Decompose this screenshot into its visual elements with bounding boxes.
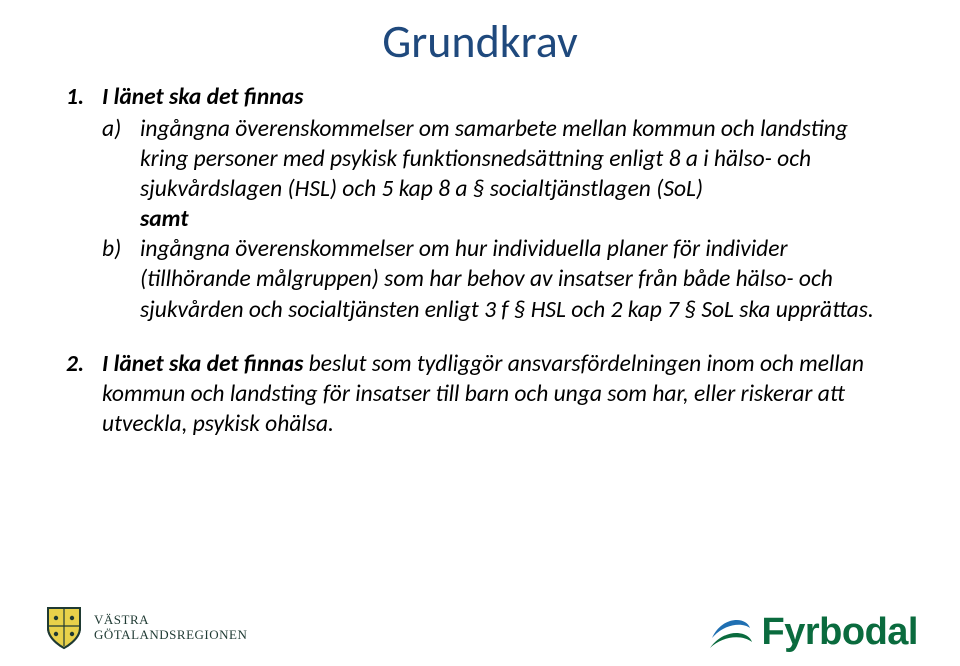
list-item-1: 1. I länet ska det finnas a) ingångna öv… [66,82,896,325]
sub-letter: a) [102,114,140,144]
slide: Grundkrav 1. I länet ska det finnas a) i… [0,0,960,666]
vgr-line1: VÄSTRA [94,613,247,628]
samt-label: samt [140,205,189,233]
list-item-2: 2. I länet ska det finnas beslut som tyd… [66,349,896,439]
item-lead: I länet ska det finnas [102,350,303,378]
sub-text: ingångna överenskommelser om samarbete m… [140,114,896,234]
fyrbodal-logo: Fyrbodal [706,608,918,656]
vgr-text: VÄSTRA GÖTALANDSREGIONEN [94,613,247,643]
sub-text-b: ingångna överenskommelser om hur individ… [140,234,896,324]
sub-item-a: a) ingångna överenskommelser om samarbet… [102,114,896,234]
sub-item-b: b) ingångna överenskommelser om hur indi… [102,234,896,324]
item-lead: I länet ska det finnas [102,83,303,111]
sub-letter: b) [102,234,140,264]
vgr-crest-icon [44,604,84,652]
sub-text-a: ingångna överenskommelser om samarbete m… [140,115,848,203]
item-number: 2. [66,349,102,379]
body-text: 1. I länet ska det finnas a) ingångna öv… [66,82,896,439]
sub-list: a) ingångna överenskommelser om samarbet… [102,114,896,325]
vgr-logo: VÄSTRA GÖTALANDSREGIONEN [44,604,247,652]
vgr-line2: GÖTALANDSREGIONEN [94,628,247,643]
slide-title: Grundkrav [0,14,960,70]
fyrbodal-text: Fyrbodal [762,611,918,654]
logo-bar: VÄSTRA GÖTALANDSREGIONEN Fyrbodal [0,588,960,666]
fyrbodal-swoosh-icon [706,608,754,656]
item-number: 1. [66,82,102,112]
